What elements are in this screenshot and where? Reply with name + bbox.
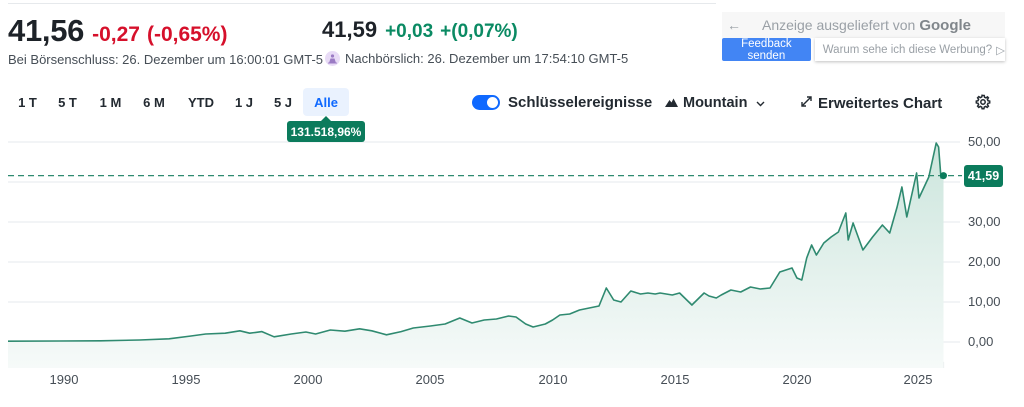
ad-brand: Google xyxy=(919,16,971,34)
after-hours-change-percent: +(0,07%) xyxy=(440,21,518,42)
close-quote: 41,56 -0,27 (-0,65%) xyxy=(8,13,227,49)
expand-arrows-icon xyxy=(801,94,812,112)
range-6-months[interactable]: 6 M xyxy=(143,94,165,110)
range-1-month[interactable]: 1 M xyxy=(99,94,122,110)
range-performance-badge: 131.518,96% xyxy=(287,116,365,142)
range-5-years[interactable]: 5 J xyxy=(273,94,293,110)
range-ytd[interactable]: YTD xyxy=(188,94,214,110)
range-5-days[interactable]: 5 T xyxy=(58,94,77,110)
close-change: -0,27 xyxy=(92,23,140,46)
range-1-day[interactable]: 1 T xyxy=(18,94,37,110)
after-hours-timestamp: Nachbörslich: 26. Dezember um 17:54:10 G… xyxy=(345,51,629,66)
last-price-badge: 41,59 xyxy=(964,165,1003,187)
mountain-icon xyxy=(665,94,678,112)
advanced-chart-button[interactable]: Erweitertes Chart xyxy=(801,94,942,112)
x-tick-label: 2005 xyxy=(415,372,445,387)
y-tick-label: 10,00 xyxy=(968,294,1001,309)
price-line xyxy=(7,142,945,342)
ad-feedback-panel: ← Anzeige ausgeliefert von Google Feedba… xyxy=(722,12,1005,62)
after-hours-info: Nachbörslich: 26. Dezember um 17:54:10 G… xyxy=(325,51,628,66)
ad-header: ← Anzeige ausgeliefert von Google xyxy=(722,12,1005,38)
after-hours-change: +0,03 xyxy=(385,21,434,42)
toggle-knob xyxy=(487,97,498,108)
chart-type-label: Mountain xyxy=(683,95,748,111)
after-hours-icon xyxy=(325,51,340,66)
top-divider xyxy=(8,3,716,4)
y-tick-label: 30,00 xyxy=(968,214,1001,229)
range-all[interactable]: Alle xyxy=(303,88,349,116)
x-tick-label: 2000 xyxy=(293,372,323,387)
gear-icon[interactable] xyxy=(975,94,991,110)
feedback-button[interactable]: Feedback senden xyxy=(722,38,811,62)
close-timestamp: Bei Börsenschluss: 26. Dezember um 16:00… xyxy=(8,52,324,67)
y-tick-label: 0,00 xyxy=(968,334,994,349)
chart-type-dropdown[interactable]: Mountain xyxy=(665,94,765,112)
x-tick-label: 1995 xyxy=(171,372,201,387)
after-hours-quote: 41,59 +0,03 +(0,07%) xyxy=(322,17,518,43)
price-area xyxy=(8,143,944,368)
close-price: 41,56 xyxy=(8,13,85,48)
key-events-label[interactable]: Schlüsselereignisse xyxy=(508,94,653,111)
advanced-chart-label: Erweitertes Chart xyxy=(818,94,943,112)
chevron-down-icon xyxy=(756,94,765,112)
y-tick-label: 50,00 xyxy=(968,134,1001,149)
ad-attribution: Anzeige ausgeliefert von xyxy=(762,17,916,33)
back-arrow-icon[interactable]: ← xyxy=(727,17,741,33)
x-tick-label: 1990 xyxy=(49,372,79,387)
x-tick-label: 2025 xyxy=(903,372,933,387)
x-tick-label: 2010 xyxy=(538,372,568,387)
y-tick-label: 20,00 xyxy=(968,254,1001,269)
why-this-ad-label: Warum sehe ich diese Werbung? xyxy=(822,43,993,56)
play-triangle-icon: ▷ xyxy=(996,44,1005,57)
x-tick-label: 2020 xyxy=(782,372,812,387)
range-1-year[interactable]: 1 J xyxy=(234,94,254,110)
why-this-ad-button[interactable]: Warum sehe ich diese Werbung? ▷ xyxy=(814,38,1005,61)
key-events-toggle[interactable] xyxy=(472,95,500,110)
after-hours-price: 41,59 xyxy=(322,17,378,42)
x-tick-label: 2015 xyxy=(660,372,690,387)
close-change-percent: (-0,65%) xyxy=(146,23,228,46)
last-price-dot xyxy=(939,172,947,180)
